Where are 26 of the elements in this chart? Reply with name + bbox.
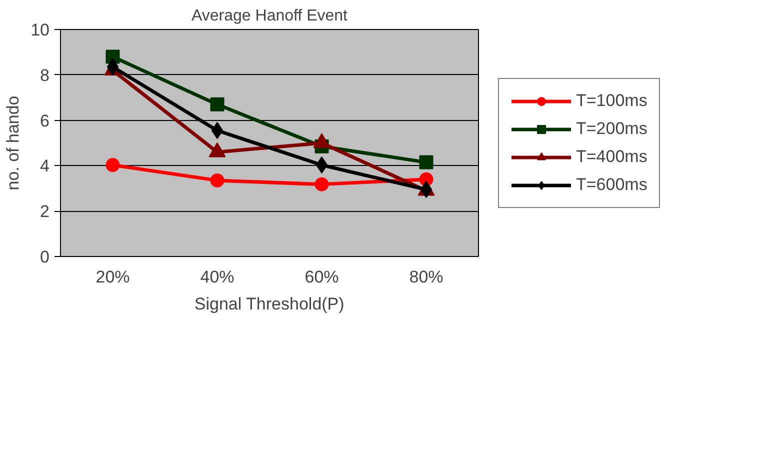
x-tick-label: 40% [200,268,234,286]
y-tick-label: 8 [40,66,50,85]
legend-label: T=100ms [576,90,648,110]
point [210,97,224,112]
point [106,50,120,64]
y-tick-label: 2 [40,202,50,222]
y-tick-label: 0 [40,248,50,266]
y-tick-label: 6 [40,111,50,130]
point [316,156,328,174]
point [210,173,224,188]
x-axis-title: Signal Threshold(P) [194,294,344,314]
x-tick-label: 80% [409,268,444,286]
y-tick-label: 4 [40,156,50,176]
legend-label: T=400ms [576,146,648,166]
point [106,58,119,76]
x-tick-label: 60% [304,268,339,286]
point [314,177,329,192]
x-tick-label: 20% [96,268,130,286]
y-axis-title: no. of hando [4,96,23,190]
point [211,122,224,140]
y-tick-label: 10 [30,20,50,40]
chart-title: Average Hanoff Event [192,8,348,24]
legend-label: T=200ms [576,118,648,138]
legend-label: T=600ms [576,174,648,194]
point [419,155,434,170]
point [106,158,120,172]
